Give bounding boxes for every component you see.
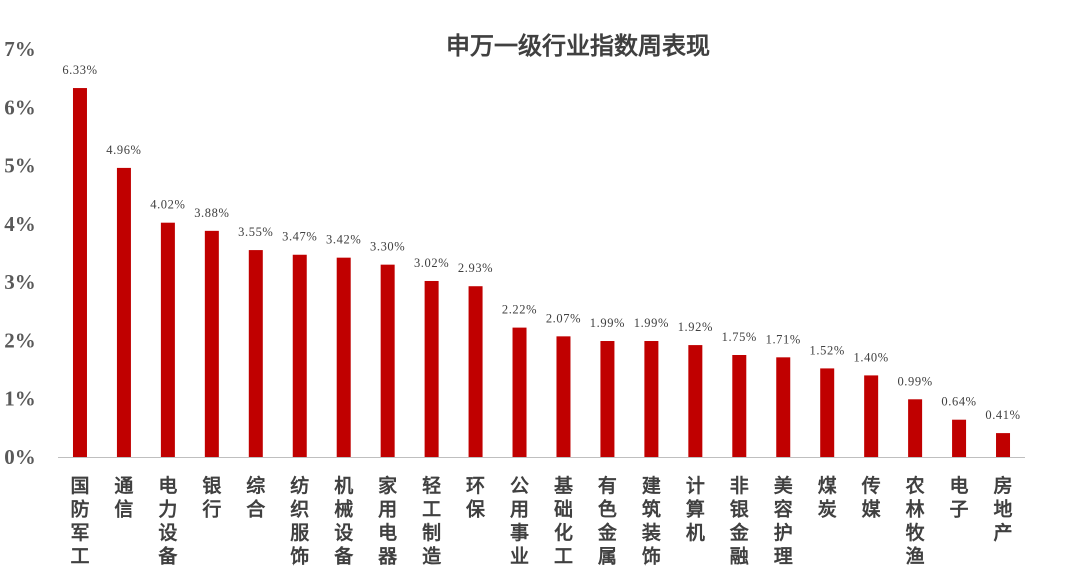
data-label: 1.92% [678, 320, 713, 334]
category-label: 纺织服饰 [290, 474, 310, 568]
data-label: 3.02% [414, 256, 449, 270]
category-label: 综合 [246, 474, 266, 521]
y-tick-label: 6% [4, 95, 36, 119]
bar [864, 375, 879, 457]
bar [996, 433, 1011, 457]
bar [644, 341, 659, 457]
category-label: 基础化工 [553, 474, 574, 568]
category-label: 机械设备 [333, 475, 354, 568]
category-label: 煤炭 [818, 475, 837, 521]
data-label: 3.30% [370, 240, 405, 254]
bar [424, 280, 439, 457]
category-label: 电子 [950, 474, 969, 521]
bar [72, 88, 87, 458]
category-label: 公用事业 [510, 475, 529, 568]
category-label: 非银金融 [729, 475, 750, 568]
category-label: 传媒 [861, 474, 882, 521]
bar [248, 250, 263, 457]
category-label: 国防军工 [70, 475, 89, 568]
y-tick-label: 5% [4, 154, 36, 178]
y-tick-label: 0% [4, 445, 36, 469]
bar [732, 355, 747, 457]
bar [820, 368, 835, 457]
data-label: 0.41% [985, 408, 1020, 422]
data-label: 2.22% [502, 303, 537, 317]
category-label: 家用电器 [377, 474, 398, 568]
category-label: 轻工制造 [422, 474, 442, 568]
category-label: 电力设备 [157, 474, 178, 568]
chart-title: 申万一级行业指数周表现 [446, 31, 710, 60]
bar [116, 167, 131, 457]
bar [160, 222, 175, 457]
data-label: 1.99% [590, 316, 625, 330]
data-label: 4.96% [106, 143, 141, 157]
bar [468, 286, 483, 457]
bar [512, 327, 527, 457]
data-label: 1.99% [634, 316, 669, 330]
y-tick-label: 7% [4, 37, 36, 61]
data-label: 2.93% [458, 261, 493, 275]
category-label: 计算机 [686, 475, 705, 544]
data-label: 4.02% [150, 198, 185, 212]
bar [380, 264, 395, 457]
bar [908, 399, 923, 457]
data-label: 0.64% [941, 395, 976, 409]
data-label: 0.99% [897, 374, 932, 388]
bar [336, 257, 351, 457]
y-tick-label: 1% [4, 387, 36, 411]
data-label: 3.55% [238, 225, 273, 239]
data-label: 3.88% [194, 206, 229, 220]
data-label: 3.47% [282, 230, 317, 244]
data-label: 1.71% [766, 332, 801, 346]
data-label: 1.52% [810, 343, 845, 357]
bar [776, 357, 791, 457]
bar [204, 230, 219, 457]
bar [556, 336, 571, 457]
category-label: 银行 [201, 474, 222, 521]
data-label: 6.33% [62, 63, 97, 77]
category-label: 美容护理 [774, 474, 794, 568]
y-tick-label: 4% [4, 212, 36, 236]
bar [952, 419, 967, 457]
category-label: 房地产 [994, 474, 1013, 544]
bar [688, 345, 703, 457]
data-label: 3.42% [326, 233, 361, 247]
category-label: 环保 [465, 475, 486, 521]
category-label: 建筑装饰 [641, 474, 661, 568]
y-axis: 0% 1% 2% 3% 4% 5% 6% 7% [4, 37, 36, 469]
data-label: 1.40% [854, 350, 889, 364]
category-label: 有色金属 [597, 474, 618, 568]
category-label: 通信 [114, 475, 134, 521]
y-tick-label: 3% [4, 270, 36, 294]
data-label: 1.75% [722, 330, 757, 344]
bar-series [72, 88, 1011, 458]
data-label: 2.07% [546, 311, 581, 325]
y-tick-label: 2% [4, 328, 36, 352]
data-labels: 6.33% 4.96% 4.02% 3.88% 3.55% 3.47% 3.42% 3.30%… [62, 63, 1020, 422]
bar [292, 254, 307, 457]
bar [600, 341, 615, 457]
category-label: 农林牧渔 [905, 474, 926, 568]
